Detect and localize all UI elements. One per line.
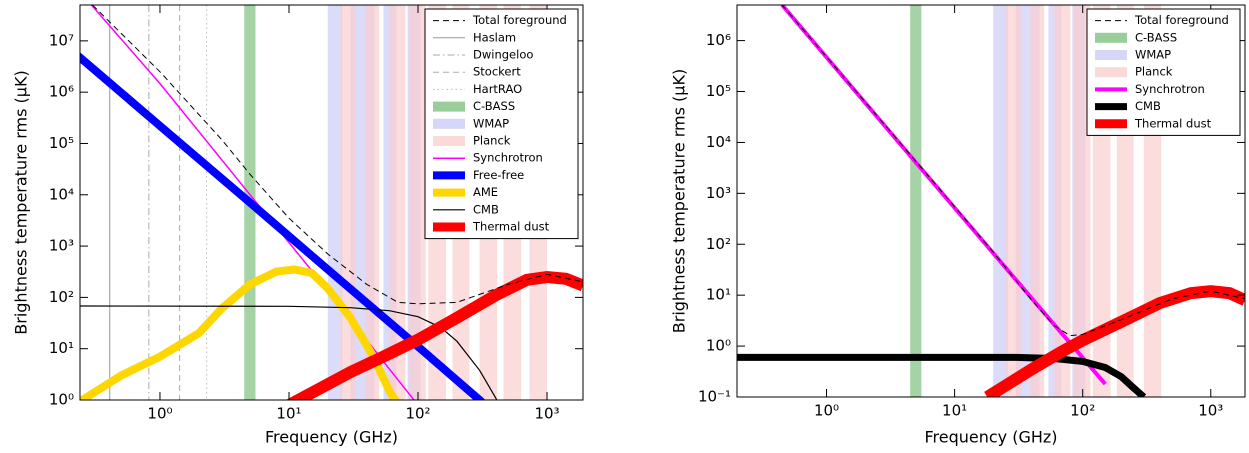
legend-label: Synchrotron [1135,82,1205,96]
legend-label: Free-free [473,168,524,182]
spectrum-line [80,52,486,400]
frequency-band [910,5,922,397]
legend-swatch [433,136,465,146]
legend-label: Total foreground [472,13,567,27]
legend: Total foreground Haslam Dwingeloo Stockert H… [424,8,579,240]
legend-label: Stockert [473,65,521,79]
legend-swatch [1095,32,1127,43]
legend-label: Synchrotron [473,151,543,165]
frequency-band [1005,5,1022,397]
y-tick-label: 10⁶ [49,83,74,101]
legend-label: CMB [1135,99,1161,113]
x-tick-label: 10¹ [942,402,967,420]
frequency-band [389,5,406,400]
y-tick-label: 10³ [706,184,731,202]
frequency-band [340,5,356,400]
total-line [781,5,1245,337]
frequency-band [993,5,1008,397]
y-axis-label: Brightness temperature rms (μK) [670,69,689,333]
legend-swatch [1095,50,1127,60]
y-tick-label: 10⁻¹ [698,388,731,406]
legend-label: Haslam [473,30,516,44]
legend-swatch [433,101,465,112]
legend-label: Planck [473,134,511,148]
x-tick-label: 10³ [534,405,559,423]
spectrum-line [80,265,400,400]
y-tick-label: 10¹ [706,286,731,304]
frequency-band [1015,5,1028,397]
chart-panel: 10⁰ 10¹ 10² 10³ 10⁰ 10¹ 10² 10³ 10⁴ 10⁵ 10⁶ 10⁷ Freq… [12,4,584,447]
frequency-band [1054,5,1071,397]
y-tick-label: 10² [706,235,731,253]
frequency-band [350,5,363,400]
frequency-band [1073,5,1091,397]
y-tick-label: 10⁴ [49,185,74,203]
spectrum-line [90,5,415,400]
legend-swatch [433,118,465,129]
spectrum-line [80,305,498,400]
y-tick-label: 10⁷ [49,31,74,49]
y-tick-label: 10² [49,288,74,306]
legend-label: Total foreground [1134,13,1229,27]
legend-label: AME [473,185,498,199]
frequency-band [1030,5,1045,397]
x-axis-label: Frequency (GHz) [924,428,1057,447]
legend-label: Dwingeloo [473,48,533,62]
plot-frame [79,4,584,401]
legend-label: WMAP [1135,48,1171,62]
legend-swatch [1095,67,1127,78]
y-tick-label: 10³ [49,237,74,255]
x-tick-label: 10² [405,405,430,423]
legend-label: Planck [1135,65,1173,79]
spectrum-line [737,353,1147,397]
frequency-band [327,5,343,400]
legend-label: C-BASS [473,99,515,113]
legend-label: Thermal dust [1134,116,1212,130]
x-tick-label: 10² [1070,402,1095,420]
plot-frame [736,4,1246,398]
legend-label: CMB [473,202,499,216]
y-tick-label: 10⁶ [706,31,731,49]
x-tick-label: 10⁰ [147,405,172,423]
legend-label: C-BASS [1135,30,1177,44]
spectrum-line [286,270,583,400]
total-line [92,5,583,305]
y-tick-label: 10⁵ [706,82,731,100]
legend-label: HartRAO [473,82,522,96]
frequency-band [408,5,426,400]
y-tick-label: 10⁰ [49,391,74,409]
y-tick-label: 10¹ [49,339,74,357]
legend: Total foreground C-BASS WMAP Planck Synchrot… [1086,8,1241,136]
legend-label: WMAP [473,116,509,130]
x-tick-label: 10¹ [276,405,301,423]
spectrum-line [984,285,1245,397]
x-tick-label: 10³ [1198,402,1223,420]
y-tick-label: 10⁰ [706,337,731,355]
x-axis-label: Frequency (GHz) [265,428,398,447]
x-tick-label: 10⁰ [814,402,839,420]
y-tick-label: 10⁴ [706,133,731,151]
y-tick-label: 10⁵ [49,134,74,152]
chart-panel: 10⁰ 10¹ 10² 10³ 10⁻¹ 10⁰ 10¹ 10² 10³ 10⁴ 10⁵ 10⁶ Fre… [670,4,1246,447]
legend-label: Thermal dust [472,220,550,234]
y-axis-label: Brightness temperature rms (μK) [12,70,31,334]
